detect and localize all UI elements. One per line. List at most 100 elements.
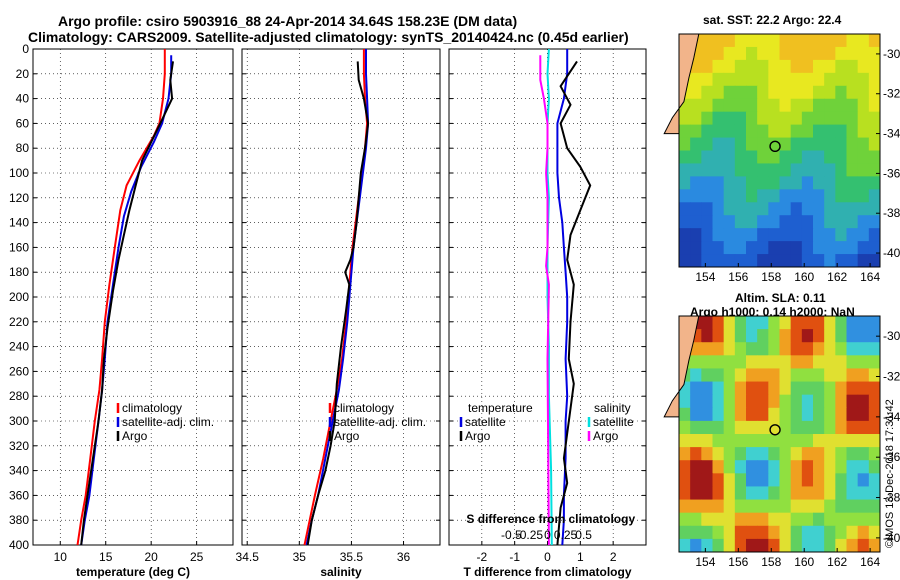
sst-map-cell — [813, 124, 825, 139]
sst-map-cell — [746, 34, 758, 48]
sst-map-cell — [679, 150, 691, 164]
sla-map-cell — [813, 420, 825, 435]
sst-map-cell — [868, 176, 881, 190]
sla-map-cell — [690, 342, 702, 356]
sst-map-cell — [723, 124, 736, 139]
sst-map-cell — [757, 228, 769, 242]
sla-map-cell — [701, 538, 713, 553]
sla-map-cell — [779, 525, 792, 540]
sst-map-cell — [679, 228, 691, 242]
sla-map-cell — [757, 381, 769, 396]
sst-map-cell — [813, 228, 825, 242]
sla-map-cell — [813, 434, 825, 448]
sla-map-cell — [857, 447, 870, 461]
sla-map-cell — [801, 381, 814, 396]
sla-map-frame — [678, 315, 881, 553]
sla-map-cell — [801, 434, 814, 448]
sst-map-cell — [868, 163, 881, 177]
sst-map-cell — [679, 111, 691, 126]
sla-map-cell — [768, 538, 780, 553]
sla-map-cell — [813, 460, 825, 474]
sst-map-cell — [779, 34, 792, 48]
sst-map-cell — [846, 46, 859, 61]
sst-map-cell — [868, 59, 881, 74]
sla-map-cell — [712, 381, 725, 396]
sst-map-cell — [746, 85, 758, 100]
sla-map-cell — [712, 525, 725, 540]
sla-map — [663, 315, 881, 553]
sla-map-cell — [790, 460, 803, 474]
sst-map-cell — [846, 163, 859, 177]
sla-map-cell — [857, 538, 870, 553]
sla-map-cell — [846, 316, 859, 330]
sst-map-cell — [813, 254, 825, 268]
sla-map-cell — [712, 420, 725, 435]
sst-map-cell — [701, 254, 713, 268]
sla-map-cell — [857, 434, 870, 448]
sst-map-cell — [846, 241, 859, 255]
sla-map-cell — [690, 394, 702, 409]
sst-map-cell — [768, 176, 780, 190]
sst-map-cell — [801, 85, 814, 100]
sst-map-cell — [857, 111, 870, 126]
sla-map-cell — [768, 486, 780, 501]
sla-map-cell — [857, 355, 870, 369]
sst-map-cell — [701, 150, 713, 164]
sla-map-cell — [846, 407, 859, 422]
sst-map-cell — [734, 202, 747, 216]
sla-map-cell — [723, 499, 736, 514]
sst-map-cell — [690, 176, 702, 190]
sst-map-cell — [813, 85, 825, 100]
sst-map-cell — [701, 163, 713, 177]
sst-map-cell — [801, 176, 814, 190]
ytick-label: 320 — [9, 439, 29, 453]
sst-map-cell — [813, 163, 825, 177]
sst-map-cell — [824, 98, 836, 113]
sla-map-cell — [790, 447, 803, 461]
sst-map-cell — [779, 189, 792, 203]
sla-map-cell — [868, 486, 881, 501]
sst-map-cell — [857, 46, 870, 61]
sla-map-xtick-label: 158 — [761, 555, 781, 569]
sst-map-cell — [712, 85, 725, 100]
sst-map-cell — [824, 241, 836, 255]
sst-map-cell — [835, 202, 847, 216]
sst-map-cell — [768, 59, 780, 74]
sla-map-cell — [779, 434, 792, 448]
ytick-label: 280 — [9, 389, 29, 403]
difference-xtick-label: 1 — [577, 550, 584, 564]
sla-map-cell — [734, 407, 747, 422]
sst-map-cell — [768, 189, 780, 203]
sst-map-cell — [679, 98, 691, 113]
sla-map-cell — [768, 316, 780, 330]
sla-map-cell — [768, 355, 780, 369]
sla-map-cell — [690, 329, 702, 343]
sla-map-cell — [824, 329, 836, 343]
sst-map-cell — [779, 111, 792, 126]
sla-map-cell — [690, 499, 702, 514]
sla-map-cell — [746, 434, 758, 448]
ytick-label: 160 — [9, 240, 29, 254]
sla-map-cell — [846, 538, 859, 553]
sla-map-land — [663, 315, 700, 418]
sla-map-cell — [790, 420, 803, 435]
series-line — [556, 60, 592, 546]
sla-map-cell — [723, 447, 736, 461]
sla-map-cell — [801, 499, 814, 514]
sla-map-cell — [801, 394, 814, 409]
sst-map-cell — [846, 202, 859, 216]
sla-map-cell — [746, 499, 758, 514]
sla-map-cell — [868, 538, 881, 553]
sst-map-cell — [757, 163, 769, 177]
sdiff-xtick-label: 0.25 — [554, 528, 578, 542]
sla-map-cell — [779, 512, 792, 527]
sst-map-cell — [768, 202, 780, 216]
sst-map-cell — [757, 215, 769, 229]
sla-map-cell — [712, 447, 725, 461]
sla-map-cell — [801, 473, 814, 487]
sst-map-cell — [757, 72, 769, 87]
sst-map-cell — [723, 189, 736, 203]
sst-map-cell — [824, 150, 836, 164]
salinity-xtick-label: 35 — [293, 550, 307, 564]
sst-map-cell — [857, 137, 870, 151]
